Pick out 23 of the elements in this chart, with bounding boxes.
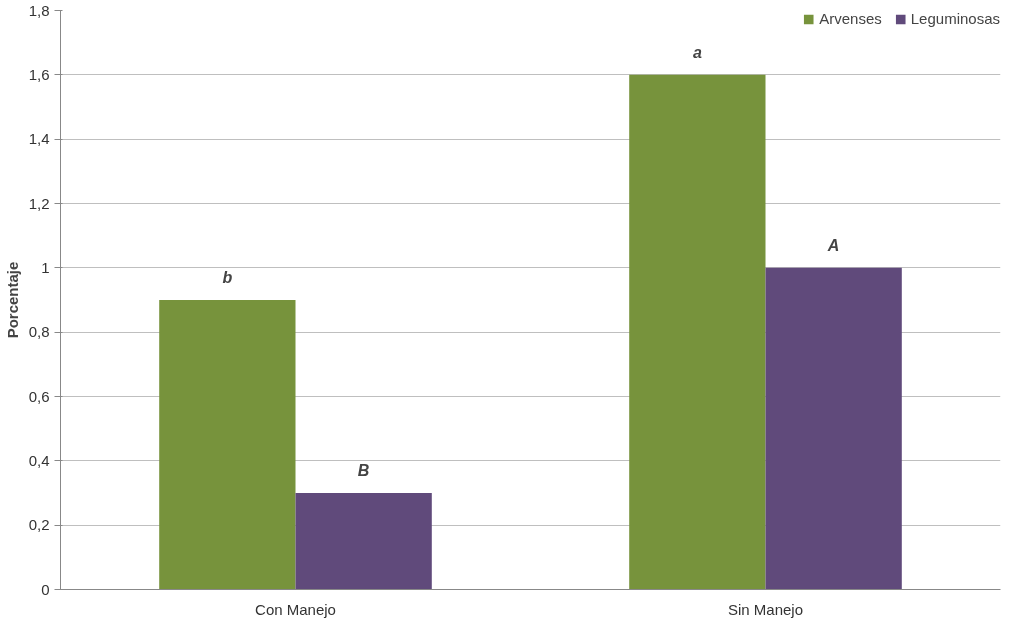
x-tick-label: Con Manejo [255, 600, 336, 618]
legend-label: Leguminosas [910, 10, 1000, 27]
y-tick-label: 0,8 [28, 323, 50, 341]
y-tick-label: 1,4 [28, 130, 50, 148]
annotation: a [692, 43, 702, 61]
bar [629, 74, 766, 590]
y-tick-label: 1 [41, 258, 50, 276]
annotation: b [222, 269, 233, 286]
bar [765, 267, 902, 590]
y-tick-label: 0,6 [28, 387, 50, 405]
y-tick-label: 1,6 [28, 65, 50, 83]
legend-label: Arvenses [819, 10, 882, 27]
bar [295, 493, 432, 590]
annotation: B [357, 462, 370, 479]
bar [159, 300, 296, 590]
y-tick-label: 0,2 [28, 516, 50, 534]
y-tick-label: 1,2 [28, 194, 50, 212]
y-axis-title: Porcentaje [3, 261, 21, 339]
y-tick-label: 1,8 [28, 1, 50, 19]
annotation: A [826, 236, 840, 254]
y-tick-label: 0 [41, 580, 50, 598]
x-tick-label: Sin Manejo [727, 600, 804, 618]
y-tick-label: 0,4 [28, 451, 50, 469]
